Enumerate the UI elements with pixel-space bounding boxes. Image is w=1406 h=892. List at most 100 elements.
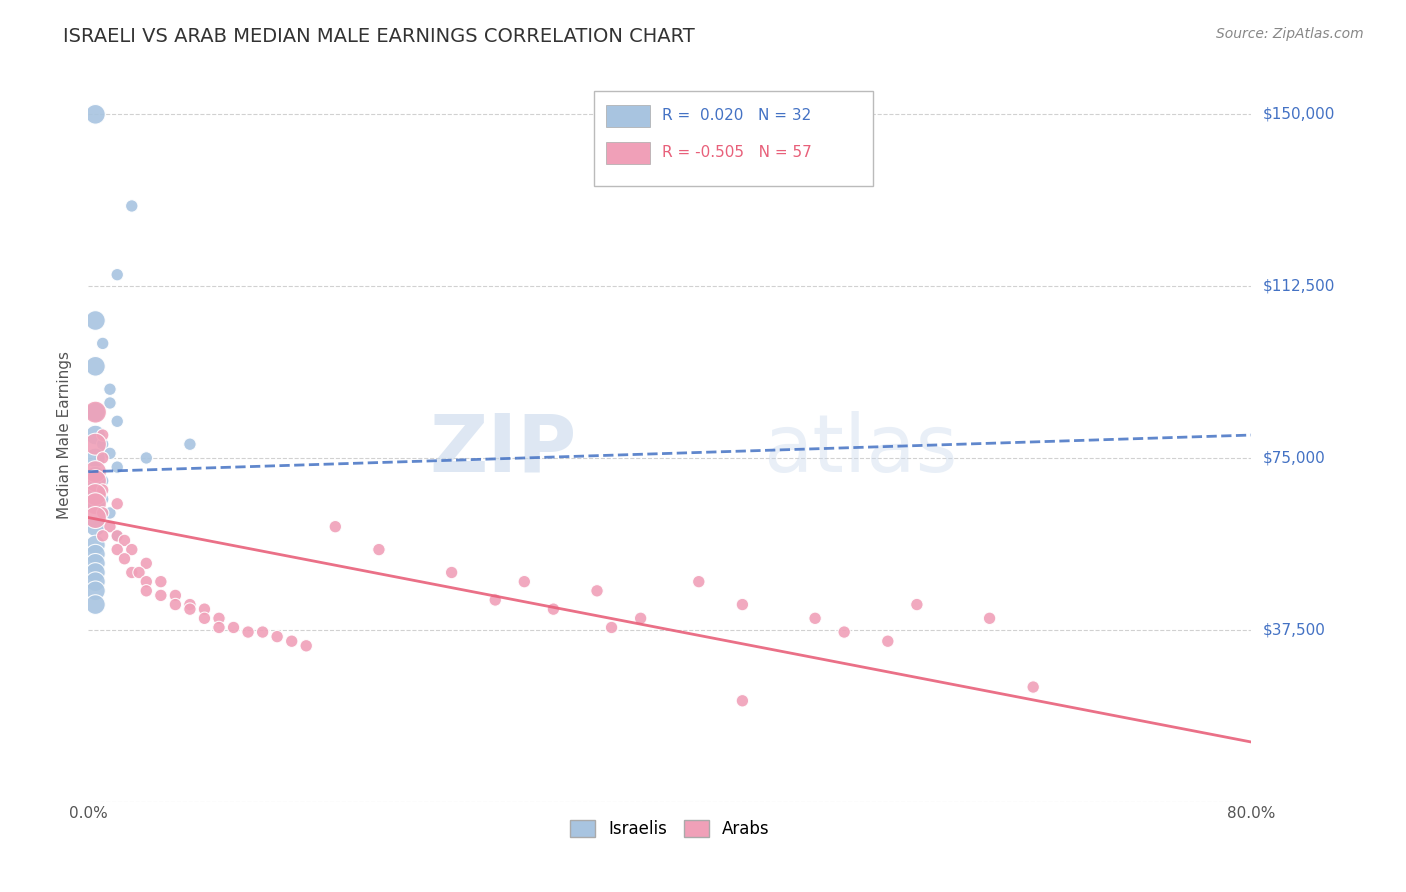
Point — [513, 574, 536, 589]
Point — [105, 529, 128, 543]
Text: $37,500: $37,500 — [1263, 623, 1326, 637]
Point — [84, 510, 107, 524]
Point — [440, 566, 463, 580]
Point — [91, 506, 114, 520]
Point — [114, 551, 136, 566]
Point — [84, 583, 107, 598]
Point — [91, 483, 114, 497]
Point — [630, 611, 652, 625]
Point — [84, 437, 107, 451]
Point — [84, 405, 107, 419]
Text: $112,500: $112,500 — [1263, 278, 1334, 293]
Point — [208, 611, 231, 625]
Point — [135, 583, 157, 598]
Point — [135, 574, 157, 589]
Point — [323, 519, 346, 533]
Text: R = -0.505   N = 57: R = -0.505 N = 57 — [662, 145, 811, 160]
Point — [905, 598, 928, 612]
Point — [98, 506, 121, 520]
Point — [179, 598, 201, 612]
Point — [128, 566, 150, 580]
Point — [149, 574, 172, 589]
Point — [114, 533, 136, 548]
Point — [105, 460, 128, 475]
Point — [84, 405, 107, 419]
Point — [121, 199, 143, 213]
Point — [600, 620, 623, 634]
Point — [98, 382, 121, 396]
Point — [84, 313, 107, 327]
Text: ISRAELI VS ARAB MEDIAN MALE EARNINGS CORRELATION CHART: ISRAELI VS ARAB MEDIAN MALE EARNINGS COR… — [63, 27, 695, 45]
Point — [84, 497, 107, 511]
Point — [84, 547, 107, 561]
Point — [832, 625, 855, 640]
Point — [91, 450, 114, 465]
Point — [84, 557, 107, 571]
Point — [876, 634, 898, 648]
Point — [84, 483, 107, 497]
Point — [105, 542, 128, 557]
Point — [731, 694, 754, 708]
Point — [179, 602, 201, 616]
Point — [804, 611, 827, 625]
FancyBboxPatch shape — [606, 142, 650, 164]
Point — [91, 437, 114, 451]
Point — [222, 620, 245, 634]
Point — [295, 639, 318, 653]
Point — [208, 620, 231, 634]
Point — [266, 630, 288, 644]
Text: $150,000: $150,000 — [1263, 107, 1334, 122]
Point — [193, 602, 215, 616]
Point — [91, 336, 114, 351]
Point — [98, 519, 121, 533]
Point — [84, 359, 107, 374]
Point — [368, 542, 391, 557]
Text: R =  0.020   N = 32: R = 0.020 N = 32 — [662, 108, 811, 123]
Point — [121, 542, 143, 557]
Point — [193, 611, 215, 625]
Point — [731, 598, 754, 612]
Point — [165, 588, 187, 602]
Point — [105, 268, 128, 282]
Point — [252, 625, 274, 640]
Point — [91, 474, 114, 488]
Y-axis label: Median Male Earnings: Median Male Earnings — [58, 351, 72, 519]
Point — [84, 566, 107, 580]
Point — [979, 611, 1001, 625]
Point — [98, 396, 121, 410]
Point — [84, 487, 107, 501]
Point — [135, 450, 157, 465]
FancyBboxPatch shape — [606, 105, 650, 128]
Point — [105, 414, 128, 428]
Text: atlas: atlas — [763, 410, 957, 489]
Point — [149, 588, 172, 602]
Point — [91, 428, 114, 442]
Point — [84, 497, 107, 511]
Text: Source: ZipAtlas.com: Source: ZipAtlas.com — [1216, 27, 1364, 41]
Point — [84, 469, 107, 483]
Point — [105, 529, 128, 543]
Point — [236, 625, 259, 640]
Text: ZIP: ZIP — [429, 410, 576, 489]
Text: $75,000: $75,000 — [1263, 450, 1324, 466]
Point — [84, 465, 107, 479]
Point — [91, 492, 114, 507]
Point — [121, 566, 143, 580]
FancyBboxPatch shape — [595, 90, 873, 186]
Point — [84, 450, 107, 465]
Point — [688, 574, 710, 589]
Point — [84, 574, 107, 589]
Point — [280, 634, 302, 648]
Point — [91, 529, 114, 543]
Point — [98, 446, 121, 460]
Point — [84, 474, 107, 488]
Point — [84, 538, 107, 552]
Point — [84, 107, 107, 121]
Point — [1022, 680, 1045, 694]
Point — [84, 428, 107, 442]
Point — [543, 602, 565, 616]
Point — [105, 497, 128, 511]
Legend: Israelis, Arabs: Israelis, Arabs — [564, 813, 776, 845]
Point — [484, 593, 506, 607]
Point — [84, 519, 107, 533]
